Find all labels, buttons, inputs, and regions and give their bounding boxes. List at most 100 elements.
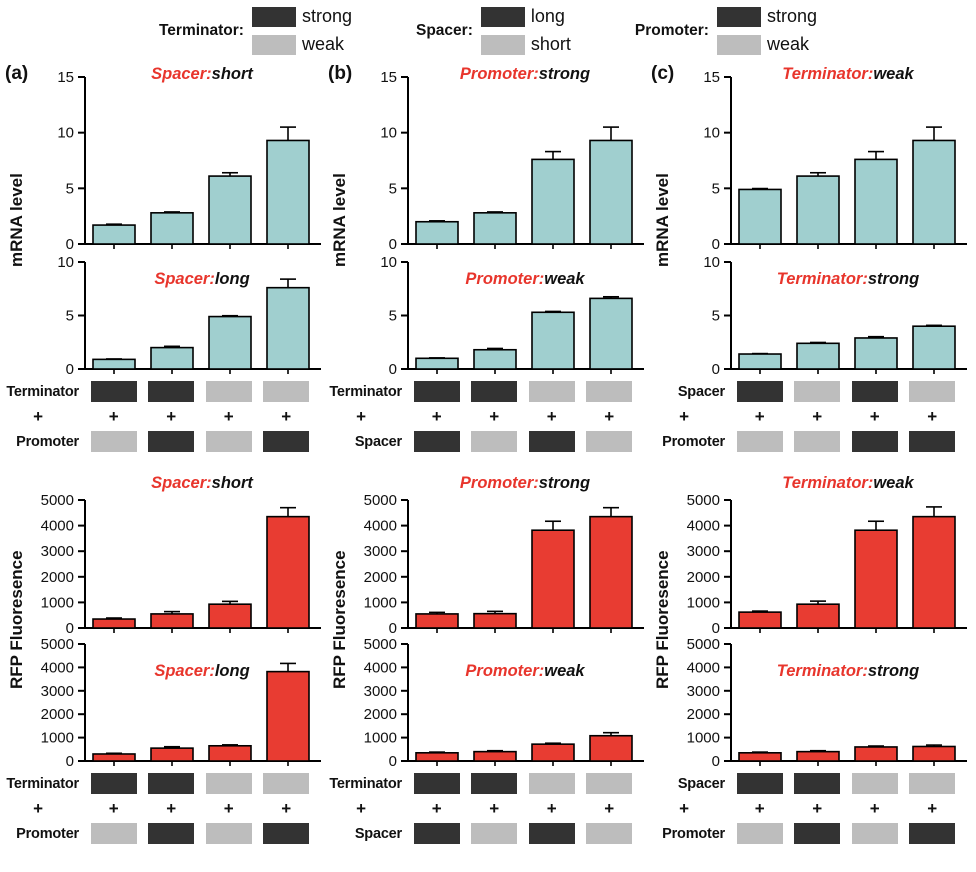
dark-swatch-icon bbox=[90, 381, 137, 402]
combo-cell bbox=[143, 381, 201, 402]
bar bbox=[589, 515, 633, 629]
combo-cell bbox=[466, 823, 524, 844]
chart-title: Promoter:strong bbox=[408, 65, 642, 84]
bar bbox=[266, 139, 310, 245]
mrna-section-c: mRNA level Terminator:weak 0 5 10 15 Termina… bbox=[651, 65, 969, 378]
plus-sign: + bbox=[679, 798, 689, 818]
light-swatch-icon bbox=[528, 773, 575, 794]
combo-cell bbox=[408, 773, 466, 794]
light-swatch-icon bbox=[794, 381, 841, 402]
bar bbox=[854, 746, 898, 762]
combo-cell bbox=[581, 773, 639, 794]
bar bbox=[854, 529, 898, 629]
chart-title-factor: Spacer: bbox=[154, 662, 215, 680]
light-swatch-icon bbox=[471, 823, 518, 844]
plus-sign: + bbox=[223, 798, 234, 818]
combo-cell bbox=[523, 431, 581, 452]
combo-table-row: Spacer bbox=[651, 773, 969, 794]
plus-sign: + bbox=[604, 406, 615, 426]
dark-swatch-icon bbox=[413, 431, 460, 452]
chart-title-factor: Spacer: bbox=[154, 270, 215, 288]
plus-sign: + bbox=[108, 406, 119, 426]
svg-text:3000: 3000 bbox=[41, 683, 74, 700]
chart-title-level: short bbox=[211, 474, 253, 492]
mrna-section-b: mRNA level Promoter:strong 0 5 10 15 Promote… bbox=[328, 65, 646, 378]
combo-table-row: Spacer bbox=[328, 823, 646, 844]
bar bbox=[92, 618, 136, 629]
combo-cell bbox=[408, 823, 466, 844]
dark-swatch-icon bbox=[148, 431, 195, 452]
combo-table-row: Promoter bbox=[651, 823, 969, 844]
legend-entry-label: weak bbox=[766, 34, 810, 54]
combo-cell bbox=[85, 431, 143, 452]
svg-text:5000: 5000 bbox=[364, 492, 397, 509]
legend-entry: strong bbox=[251, 6, 352, 27]
bar bbox=[150, 613, 194, 629]
legend: Terminator: strong weak Spacer: long short Pro… bbox=[0, 2, 976, 57]
combo-cell bbox=[581, 381, 639, 402]
chart-canvas: 0 1000 2000 3000 4000 5000 bbox=[364, 492, 644, 637]
combo-row-label: Terminator bbox=[6, 383, 79, 400]
svg-text:4000: 4000 bbox=[687, 659, 720, 676]
legend-group: Terminator: strong weak bbox=[159, 6, 352, 55]
chart-title-factor: Promoter: bbox=[459, 474, 539, 492]
combo-cell bbox=[731, 773, 789, 794]
bar bbox=[912, 325, 956, 370]
dark-swatch-icon bbox=[794, 773, 841, 794]
plus-sign: + bbox=[546, 798, 557, 818]
combo-cell bbox=[466, 381, 524, 402]
rfp-axis-label: RFP Fluoresence bbox=[330, 550, 349, 689]
chart-title-level: strong bbox=[867, 270, 920, 288]
svg-text:0: 0 bbox=[389, 361, 397, 375]
bar bbox=[473, 348, 517, 370]
mrna-axis-label: mRNA level bbox=[7, 173, 26, 267]
legend-group-label: Promoter: bbox=[634, 21, 709, 39]
bar bbox=[92, 753, 136, 762]
dark-swatch-icon bbox=[909, 431, 956, 452]
chart-title-level: strong bbox=[538, 474, 591, 492]
bar bbox=[796, 342, 840, 370]
plus-sign: + bbox=[281, 798, 292, 818]
bar bbox=[912, 515, 956, 629]
svg-text:3000: 3000 bbox=[364, 683, 397, 700]
combo-row-label: Terminator bbox=[329, 775, 402, 792]
combo-table-row: Terminator bbox=[5, 773, 323, 794]
chart-canvas: 0 1000 2000 3000 4000 5000 bbox=[687, 636, 967, 770]
light-swatch-icon bbox=[851, 773, 898, 794]
chart-title-factor: Spacer: bbox=[151, 65, 212, 83]
svg-text:5: 5 bbox=[389, 308, 397, 325]
rfp-axis-label: RFP Fluoresence bbox=[653, 550, 672, 689]
svg-text:1000: 1000 bbox=[364, 594, 397, 611]
combo-cell bbox=[466, 431, 524, 452]
combo-cell bbox=[200, 823, 258, 844]
plus-sign: + bbox=[356, 798, 366, 818]
chart-title: Promoter:strong bbox=[408, 474, 642, 493]
chart-title: Terminator:weak bbox=[731, 474, 965, 493]
svg-text:0: 0 bbox=[712, 620, 720, 634]
combo-table-a-mrna: Terminator + + + + + Promoter bbox=[5, 381, 323, 452]
chart-title-factor: Promoter: bbox=[465, 662, 545, 680]
combo-cell bbox=[85, 773, 143, 794]
svg-text:2000: 2000 bbox=[41, 569, 74, 586]
svg-text:5: 5 bbox=[712, 180, 720, 197]
panel-label-b: (b) bbox=[328, 63, 353, 84]
svg-text:3000: 3000 bbox=[687, 543, 720, 560]
dark-swatch-icon bbox=[413, 381, 460, 402]
combo-cell bbox=[904, 381, 962, 402]
svg-text:1000: 1000 bbox=[41, 594, 74, 611]
chart-title-factor: Promoter: bbox=[465, 270, 545, 288]
combo-row-label: Terminator bbox=[6, 775, 79, 792]
chart-canvas: 0 5 10 15 bbox=[703, 69, 967, 253]
chart-c-mrna-top: Terminator:weak 0 5 10 15 bbox=[675, 65, 967, 253]
combo-row-label: Spacer bbox=[354, 433, 402, 450]
chart-a-mrna-top: Spacer:short 0 5 10 15 bbox=[29, 65, 321, 253]
svg-text:3000: 3000 bbox=[364, 543, 397, 560]
light-swatch-icon bbox=[586, 431, 633, 452]
bar bbox=[589, 734, 633, 762]
chart-b-rfp-bottom: Promoter:weak 0 1000 2000 3000 4000 5000 bbox=[352, 634, 644, 770]
combo-cell bbox=[731, 381, 789, 402]
legend-entry: short bbox=[480, 34, 571, 55]
chart-title-level: weak bbox=[873, 65, 914, 83]
bar bbox=[208, 744, 252, 762]
svg-text:5000: 5000 bbox=[687, 492, 720, 509]
